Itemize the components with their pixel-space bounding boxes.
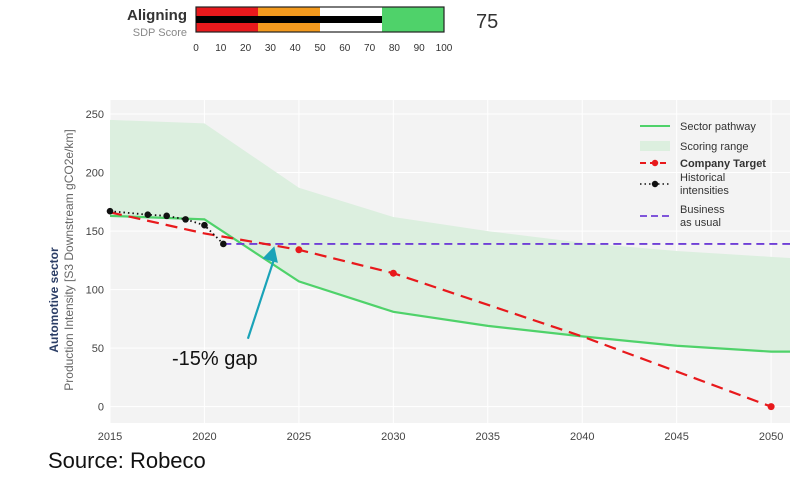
y-tick-label: 200 [86,168,104,180]
gauge-tick-label: 90 [414,43,426,54]
source-name: Robeco [123,448,206,473]
gauge-tick-labels: 0 10 20 30 40 50 60 70 80 90 100 [193,43,453,54]
gauge-band-3 [382,7,444,32]
legend-scoring-range-swatch [640,141,670,151]
sector-pathway-line [109,214,790,353]
company-target-point [295,246,303,254]
gap-annotation: -15% gap [172,246,278,370]
y-tick-label: 0 [98,402,104,414]
gap-arrow-head [262,246,278,263]
sdp-score-gauge: Aligning SDP Score 0 10 20 30 40 50 60 70 80 90 10… [127,6,498,54]
chart-legend: Sector pathway Scoring range Company Targe… [640,121,766,229]
scoring-range-band [110,119,790,352]
x-tick-label: 2035 [476,431,500,443]
y-axis-subtitle: Production Intensity [S3 Downstream gCO2… [62,129,76,390]
x-tick-label: 2040 [570,431,594,443]
automotive-sector-chart: 0 50 100 150 200 250 2015 2020 2025 2030 2035 2040 2… [47,100,790,443]
gauge-value-bar [196,16,382,23]
gauge-tick-label: 60 [339,43,351,54]
gauge-tick-label: 0 [193,43,199,54]
x-tick-label: 2050 [759,431,783,443]
gauge-tick-label: 50 [314,43,326,54]
gauge-bands [195,6,445,33]
company-target-point [389,269,397,277]
gap-arrow-shaft [246,257,276,340]
x-tick-label: 2015 [98,431,122,443]
axis-labels: 0 50 100 150 200 250 2015 2020 2025 2030 2035 2040 2… [86,109,784,443]
historical-intensity-point [106,207,114,215]
legend-label-line2: as usual [680,217,721,229]
legend-label: Scoring range [680,141,749,153]
x-tick-label: 2020 [192,431,216,443]
series-layer [106,119,790,411]
legend-historical-marker [651,180,659,188]
y-axis-title: Automotive sector [47,247,61,353]
gauge-title: Aligning [127,7,187,24]
legend-company-target-marker [651,159,659,167]
historical-intensity-point [144,211,152,218]
gauge-tick-label: 70 [364,43,376,54]
historical-intensity-point [220,240,227,248]
legend-label: Company Target [680,158,766,170]
y-tick-label: 50 [92,343,104,355]
gauge-tick-label: 30 [265,43,277,54]
y-tick-label: 100 [86,285,104,297]
gap-annotation-label: -15% gap [172,348,258,370]
company-target-line [109,211,772,408]
historical-intensity-point [182,216,189,223]
legend-label: Historical [680,172,725,184]
source-prefix: Source: [48,448,124,473]
x-tick-label: 2030 [381,431,405,443]
historical-intensity-point [201,221,208,229]
company-target-point [767,403,775,411]
gauge-subtitle: SDP Score [133,27,187,39]
x-tick-label: 2025 [287,431,311,443]
y-tick-label: 250 [86,109,104,121]
historical-intensity-point [163,212,170,220]
gauge-tick-label: 100 [436,43,453,54]
x-tick-label: 2045 [664,431,688,443]
gauge-tick-label: 10 [215,43,227,54]
historical-intensities-line [109,210,224,245]
y-tick-label: 150 [86,226,104,238]
gauge-tick-label: 40 [290,43,302,54]
source-caption: Source: Robeco [48,448,206,474]
legend-label: Business [680,204,725,216]
legend-label-line2: intensities [680,185,729,197]
legend-label: Sector pathway [680,121,756,133]
gauge-tick-label: 20 [240,43,252,54]
gauge-tick-label: 80 [389,43,401,54]
gauge-score: 75 [476,11,498,33]
